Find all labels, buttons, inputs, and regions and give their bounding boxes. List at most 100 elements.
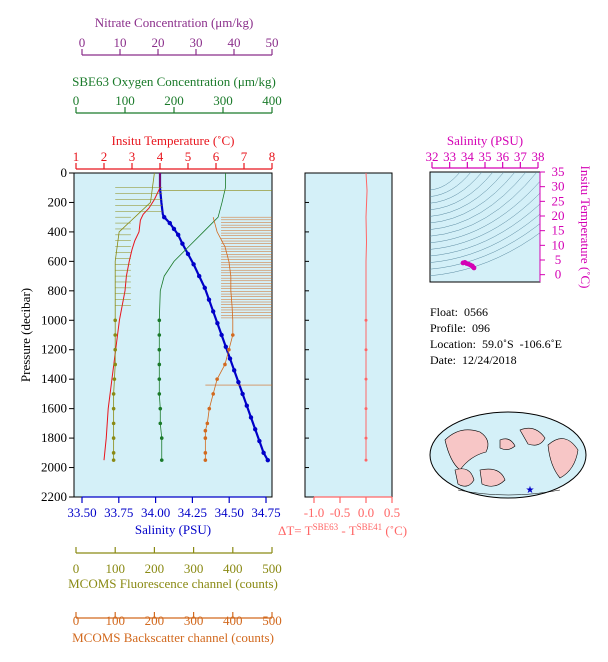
- density-contour: [430, 180, 540, 244]
- pressure-tick-label: 800: [48, 283, 68, 298]
- salinity-profile-line: [158, 173, 269, 461]
- nitrate-axis-tick-label: 50: [266, 35, 279, 50]
- salinity-axis-tick-label: 33.75: [104, 505, 133, 520]
- pressure-axis-label: Pressure (decibar): [18, 288, 33, 382]
- density-contour: [430, 172, 494, 211]
- delta-t-point: [364, 436, 368, 440]
- oxygen-point: [157, 362, 162, 367]
- ts-temperature-tick-label: 15: [552, 223, 565, 238]
- delta-t-point: [364, 458, 368, 462]
- oxygen-point: [157, 347, 162, 352]
- fluorescence-axis-tick-label: 0: [73, 561, 80, 576]
- density-contour: [430, 172, 516, 224]
- profile-number: Profile: 096: [430, 321, 490, 335]
- salinity-point: [211, 309, 216, 314]
- ts-salinity-axis-tick-label: 33: [443, 149, 456, 164]
- fluorescence-point: [111, 451, 116, 455]
- backscatter-axis-label: MCOMS Backscatter channel (counts): [72, 630, 274, 645]
- oxygen-axis-tick-label: 300: [213, 93, 233, 108]
- salinity-point: [265, 457, 270, 463]
- backscatter-point: [215, 377, 219, 381]
- salinity-point: [236, 379, 241, 385]
- backscatter-point: [203, 428, 208, 433]
- oxygen-axis-label: SBE63 Oxygen Concentration (μm/kg): [72, 74, 276, 89]
- temperature-axis-tick-label: 5: [185, 149, 192, 164]
- density-contour: [430, 172, 527, 230]
- delta-t-point: [364, 407, 368, 411]
- ts-temperature-tick-label: 10: [552, 237, 565, 252]
- delta-t-point: [364, 318, 368, 322]
- oxygen-axis-tick-label: 100: [115, 93, 135, 108]
- float-id: Float: 0566: [430, 305, 489, 319]
- backscatter-point: [203, 458, 208, 462]
- temperature-axis-tick-label: 8: [269, 149, 276, 164]
- salinity-point: [257, 438, 262, 444]
- ts-temperature-tick-label: 25: [552, 193, 565, 208]
- pressure-tick-label: 600: [48, 253, 68, 268]
- salinity-point: [240, 391, 245, 397]
- backscatter-axis-tick-label: 400: [223, 613, 243, 628]
- delta-t-panel: [304, 172, 393, 498]
- salinity-point: [180, 241, 185, 246]
- temperature-axis-label: Insitu Temperature (˚C): [111, 133, 234, 148]
- ts-point: [471, 265, 477, 271]
- backscatter-point: [203, 436, 208, 440]
- ts-temperature-tick-label: 35: [552, 164, 565, 179]
- backscatter-axis-tick-label: 300: [184, 613, 204, 628]
- pressure-tick-label: 2000: [41, 460, 67, 475]
- fluorescence-point: [111, 436, 116, 440]
- salinity-point: [232, 368, 237, 373]
- fluorescence-axis-tick-label: 100: [105, 561, 125, 576]
- pressure-tick-label: 1800: [41, 430, 67, 445]
- oxygen-point: [158, 406, 163, 411]
- salinity-point: [206, 297, 212, 302]
- density-contour: [430, 172, 538, 237]
- delta-t-point: [364, 377, 368, 381]
- pressure-tick-label: 1200: [41, 342, 67, 357]
- pressure-tick-label: 0: [61, 165, 68, 180]
- oxygen-point: [157, 377, 162, 381]
- temperature-profile-line: [103, 173, 161, 461]
- pressure-tick-label: 1400: [41, 371, 67, 386]
- pressure-tick-label: 200: [48, 194, 68, 209]
- pressure-tick-label: 2200: [41, 489, 67, 504]
- map-landmass: [479, 468, 506, 487]
- salinity-point: [171, 226, 177, 232]
- salinity-point: [185, 251, 191, 257]
- backscatter-point: [211, 392, 215, 396]
- salinity-point: [197, 273, 202, 279]
- delta-axis-tick-label: -1.0: [304, 505, 325, 520]
- backscatter-point: [223, 362, 227, 367]
- backscatter-point: [207, 406, 212, 411]
- nitrate-axis-tick-label: 40: [228, 35, 241, 50]
- fluorescence-point: [111, 406, 116, 411]
- main-profile-panel: [73, 172, 273, 498]
- fluorescence-point: [111, 392, 116, 396]
- salinity-point: [219, 332, 224, 338]
- map-landmass: [519, 427, 546, 446]
- map-landmass: [547, 438, 579, 479]
- salinity-point: [215, 321, 220, 326]
- salinity-point: [227, 356, 233, 361]
- salinity-axis-tick-label: 33.50: [67, 505, 96, 520]
- density-contour: [430, 213, 540, 263]
- salinity-point: [244, 403, 249, 408]
- backscatter-axis-tick-label: 200: [145, 613, 165, 628]
- temperature-axis-tick-label: 6: [213, 149, 220, 164]
- density-contour: [430, 172, 461, 191]
- ts-salinity-axis-tick-label: 37: [514, 149, 528, 164]
- ts-salinity-axis-tick-label: 36: [496, 149, 510, 164]
- delta-t-point: [364, 348, 368, 352]
- ts-temperature-tick-label: 30: [552, 179, 565, 194]
- oxygen-point: [159, 458, 164, 462]
- pressure-tick-label: 1600: [41, 401, 67, 416]
- oxygen-point: [159, 436, 164, 440]
- salinity-point: [202, 285, 207, 291]
- salinity-axis-tick-label: 34.75: [251, 505, 280, 520]
- pressure-tick-label: 1000: [41, 312, 67, 327]
- world-map: ★: [429, 411, 587, 499]
- temperature-axis-tick-label: 3: [129, 149, 136, 164]
- density-contour: [430, 203, 540, 257]
- density-contour: [430, 172, 505, 217]
